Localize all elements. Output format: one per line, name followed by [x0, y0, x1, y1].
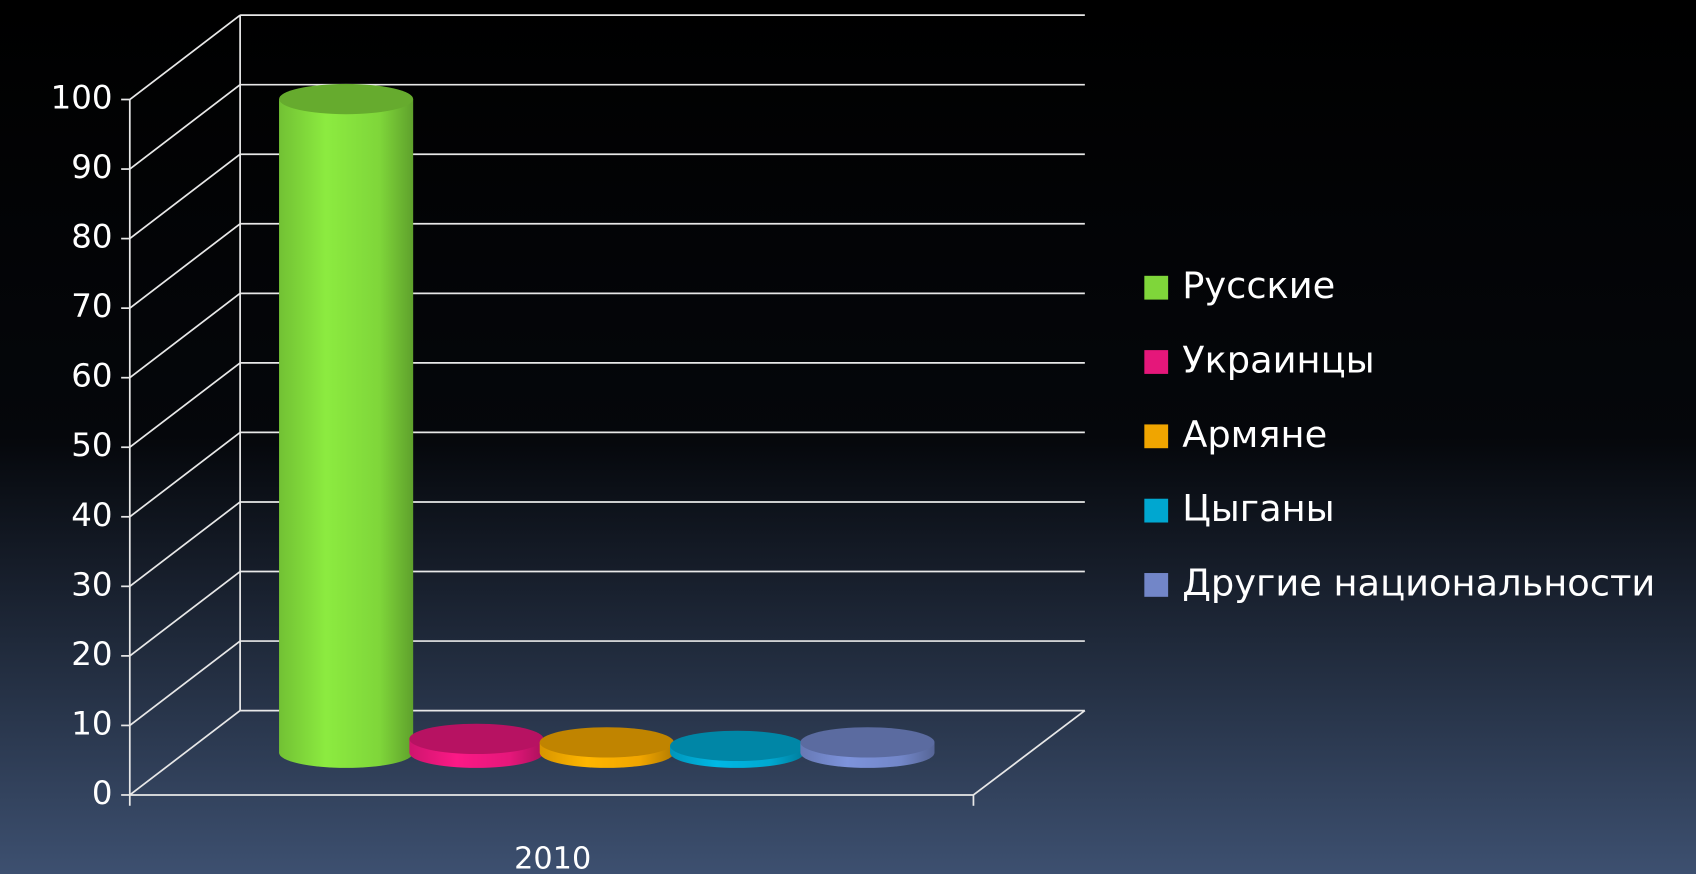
y-tick-label: 50 [71, 426, 112, 464]
grid-line [129, 223, 241, 309]
legend-label: Другие национальности [1182, 561, 1655, 604]
y-tick-label: 60 [71, 357, 112, 395]
floor-edge [972, 709, 1086, 796]
cylinder-top [539, 727, 674, 758]
legend-swatch [1144, 498, 1169, 523]
grid-line [129, 292, 241, 379]
cylinder-top [279, 83, 414, 115]
grid-line [129, 431, 241, 518]
y-tick-label: 70 [71, 287, 112, 325]
grid-line [129, 153, 241, 240]
plot: 0 10 20 30 40 50 60 70 80 90 100 2010 Русские Украинц… [51, 14, 1655, 874]
y-tick-label: 100 [51, 79, 113, 117]
y-tick-label: 0 [92, 774, 113, 812]
grid-line [129, 84, 241, 170]
legend-label: Цыганы [1182, 487, 1334, 530]
grid-line [129, 362, 241, 448]
cylinder-body [279, 99, 414, 768]
grid-line [129, 640, 241, 727]
y-tick-label: 40 [71, 496, 112, 534]
y-tick-label: 30 [71, 565, 112, 603]
grid-line [129, 570, 241, 657]
cylinder-top [409, 723, 544, 755]
cylinder-top [800, 727, 935, 758]
grid-line [129, 501, 241, 588]
y-tick-label: 10 [71, 704, 112, 742]
y-tick-label: 20 [71, 635, 112, 673]
legend-label: Русские [1182, 264, 1335, 307]
legend-swatch [1144, 573, 1169, 597]
cylinder-top [670, 730, 805, 761]
legend-label: Украинцы [1182, 339, 1374, 382]
legend-swatch [1144, 424, 1169, 449]
legend-swatch [1144, 275, 1169, 300]
y-tick-label: 90 [71, 148, 112, 186]
grid-line [129, 709, 241, 796]
legend-label: Армяне [1182, 413, 1327, 456]
legend-swatch [1144, 350, 1169, 374]
y-tick-label: 80 [71, 218, 112, 256]
x-tick-label: 2010 [514, 841, 591, 874]
grid-line [129, 14, 241, 101]
